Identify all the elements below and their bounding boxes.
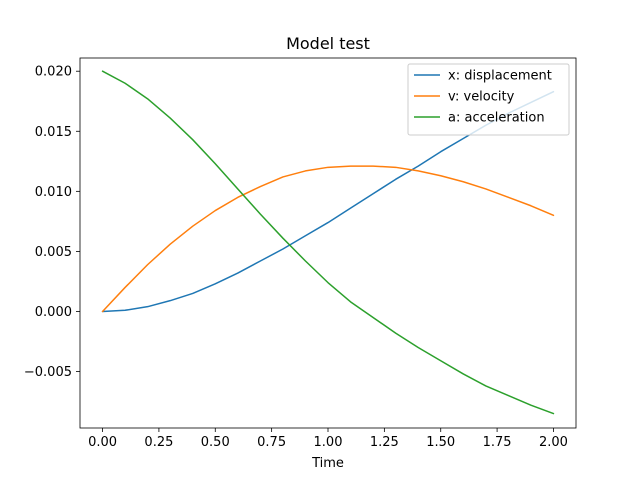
x-tick-label: 0.50 [201, 435, 230, 450]
legend-entry-2: v: velocity [448, 90, 515, 105]
legend-entry-1: x: displacement [448, 69, 552, 84]
y-tick-label: 0.020 [35, 65, 72, 80]
plot-area: 0.00 0.25 0.50 0.75 1.00 1.25 1.50 1.75 2.00 −0.0… [24, 57, 577, 450]
series-line-3 [101, 70, 555, 415]
y-tick-label: 0.005 [35, 245, 72, 260]
y-tick-label: 0.010 [35, 185, 72, 200]
x-tick-label: 1.75 [483, 435, 512, 450]
legend-box [407, 63, 570, 136]
x-tick-label: 0.75 [257, 435, 286, 450]
series-line-2 [101, 165, 555, 313]
x-tick-label: 1.50 [426, 435, 455, 450]
x-tick-label: 2.00 [539, 435, 568, 450]
x-tick-label: 1.00 [314, 435, 343, 450]
y-tick-label: 0.015 [35, 125, 72, 140]
x-axis-label: Time [311, 456, 344, 471]
legend: x: displacement v: velocity a: acceleratio… [407, 63, 570, 136]
y-tick-label: −0.005 [24, 365, 72, 380]
x-tick-label: 0.25 [144, 435, 173, 450]
x-tick-label: 1.25 [370, 435, 399, 450]
legend-entry-3: a: acceleration [448, 111, 545, 126]
y-tick-label: 0.000 [35, 305, 72, 320]
chart-title: Model test [286, 34, 370, 53]
x-tick-label: 0.00 [88, 435, 117, 450]
